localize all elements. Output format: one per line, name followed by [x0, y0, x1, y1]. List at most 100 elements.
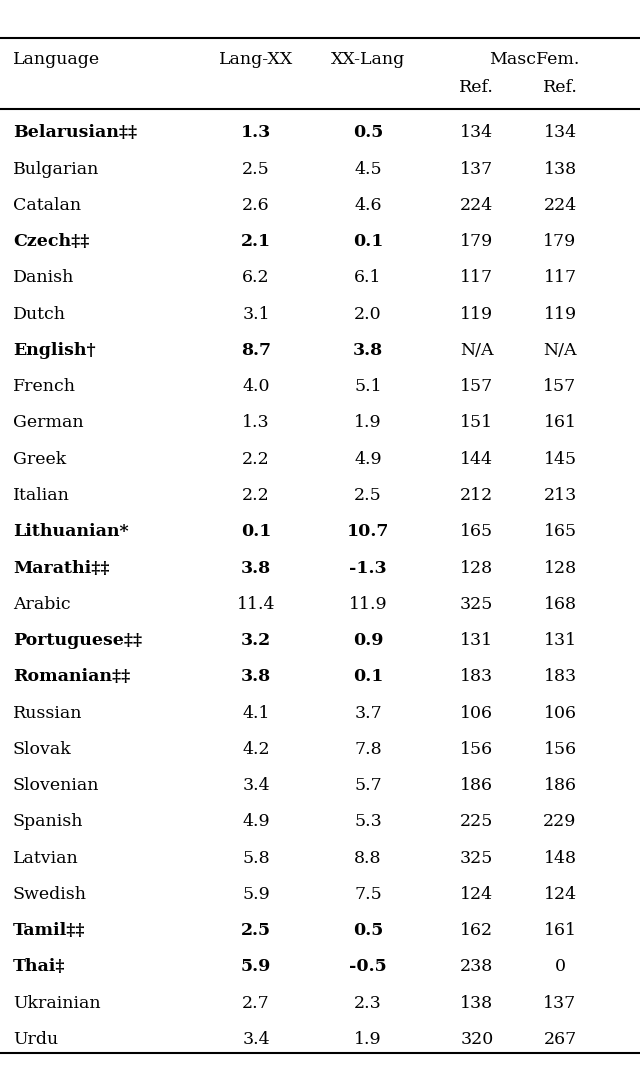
Text: 4.9: 4.9: [242, 813, 270, 831]
Text: 1.9: 1.9: [354, 1031, 382, 1048]
Text: 224: 224: [543, 197, 577, 213]
Text: 134: 134: [543, 124, 577, 142]
Text: MascFem.: MascFem.: [489, 51, 580, 69]
Text: 225: 225: [460, 813, 493, 831]
Text: 119: 119: [543, 306, 577, 322]
Text: 165: 165: [460, 523, 493, 540]
Text: 4.9: 4.9: [354, 451, 382, 468]
Text: 238: 238: [460, 958, 493, 976]
Text: 5.1: 5.1: [354, 378, 382, 395]
Text: 213: 213: [543, 487, 577, 504]
Text: 6.1: 6.1: [355, 269, 381, 286]
Text: Marathi‡‡: Marathi‡‡: [13, 560, 109, 576]
Text: 0: 0: [554, 958, 566, 976]
Text: 229: 229: [543, 813, 577, 831]
Text: 0.5: 0.5: [353, 124, 383, 142]
Text: Tamil‡‡: Tamil‡‡: [13, 922, 85, 939]
Text: 5.8: 5.8: [242, 849, 270, 867]
Text: Portuguese‡‡: Portuguese‡‡: [13, 632, 142, 649]
Text: Urdu: Urdu: [13, 1031, 58, 1048]
Text: 138: 138: [543, 160, 577, 178]
Text: 3.8: 3.8: [353, 342, 383, 359]
Text: 0.1: 0.1: [241, 523, 271, 540]
Text: 5.9: 5.9: [242, 885, 270, 903]
Text: Slovak: Slovak: [13, 741, 72, 758]
Text: 2.2: 2.2: [242, 487, 270, 504]
Text: 134: 134: [460, 124, 493, 142]
Text: 179: 179: [460, 233, 493, 250]
Text: 6.2: 6.2: [242, 269, 270, 286]
Text: 128: 128: [460, 560, 493, 576]
Text: 2.1: 2.1: [241, 233, 271, 250]
Text: 1.3: 1.3: [241, 124, 271, 142]
Text: 1.3: 1.3: [242, 415, 270, 431]
Text: 144: 144: [460, 451, 493, 468]
Text: German: German: [13, 415, 83, 431]
Text: Romanian‡‡: Romanian‡‡: [13, 669, 130, 685]
Text: 325: 325: [460, 849, 493, 867]
Text: 320: 320: [460, 1031, 493, 1048]
Text: 5.9: 5.9: [241, 958, 271, 976]
Text: Lithuanian*: Lithuanian*: [13, 523, 129, 540]
Text: 0.1: 0.1: [353, 669, 383, 685]
Text: 3.2: 3.2: [241, 632, 271, 649]
Text: 325: 325: [460, 596, 493, 613]
Text: 7.8: 7.8: [354, 741, 382, 758]
Text: Slovenian: Slovenian: [13, 778, 99, 794]
Text: 186: 186: [543, 778, 577, 794]
Text: 183: 183: [460, 669, 493, 685]
Text: English†: English†: [13, 342, 95, 359]
Text: Spanish: Spanish: [13, 813, 83, 831]
Text: Arabic: Arabic: [13, 596, 70, 613]
Text: 3.4: 3.4: [242, 778, 270, 794]
Text: 267: 267: [543, 1031, 577, 1048]
Text: 3.8: 3.8: [241, 669, 271, 685]
Text: 161: 161: [543, 922, 577, 939]
Text: 183: 183: [543, 669, 577, 685]
Text: 117: 117: [460, 269, 493, 286]
Text: Bulgarian: Bulgarian: [13, 160, 99, 178]
Text: 3.7: 3.7: [354, 705, 382, 722]
Text: 3.1: 3.1: [242, 306, 270, 322]
Text: Danish: Danish: [13, 269, 74, 286]
Text: 7.5: 7.5: [354, 885, 382, 903]
Text: 2.6: 2.6: [242, 197, 270, 213]
Text: 4.6: 4.6: [355, 197, 381, 213]
Text: 162: 162: [460, 922, 493, 939]
Text: Latvian: Latvian: [13, 849, 79, 867]
Text: 4.2: 4.2: [242, 741, 270, 758]
Text: 2.2: 2.2: [242, 451, 270, 468]
Text: 2.5: 2.5: [354, 487, 382, 504]
Text: 4.1: 4.1: [243, 705, 269, 722]
Text: 0.1: 0.1: [353, 233, 383, 250]
Text: 8.7: 8.7: [241, 342, 271, 359]
Text: 8.8: 8.8: [355, 849, 381, 867]
Text: 106: 106: [543, 705, 577, 722]
Text: 156: 156: [460, 741, 493, 758]
Text: 157: 157: [460, 378, 493, 395]
Text: 2.5: 2.5: [242, 160, 270, 178]
Text: 131: 131: [460, 632, 493, 649]
Text: 168: 168: [543, 596, 577, 613]
Text: Russian: Russian: [13, 705, 83, 722]
Text: 10.7: 10.7: [347, 523, 389, 540]
Text: 2.5: 2.5: [241, 922, 271, 939]
Text: Lang-XX: Lang-XX: [219, 51, 293, 69]
Text: 11.9: 11.9: [349, 596, 387, 613]
Text: Language: Language: [13, 51, 100, 69]
Text: Greek: Greek: [13, 451, 66, 468]
Text: 119: 119: [460, 306, 493, 322]
Text: 157: 157: [543, 378, 577, 395]
Text: Ukrainian: Ukrainian: [13, 994, 100, 1012]
Text: 2.3: 2.3: [354, 994, 382, 1012]
Text: 137: 137: [543, 994, 577, 1012]
Text: Italian: Italian: [13, 487, 70, 504]
Text: 11.4: 11.4: [237, 596, 275, 613]
Text: Dutch: Dutch: [13, 306, 66, 322]
Text: 137: 137: [460, 160, 493, 178]
Text: 165: 165: [543, 523, 577, 540]
Text: Swedish: Swedish: [13, 885, 87, 903]
Text: N/A: N/A: [543, 342, 577, 359]
Text: Ref.: Ref.: [543, 78, 577, 96]
Text: 124: 124: [543, 885, 577, 903]
